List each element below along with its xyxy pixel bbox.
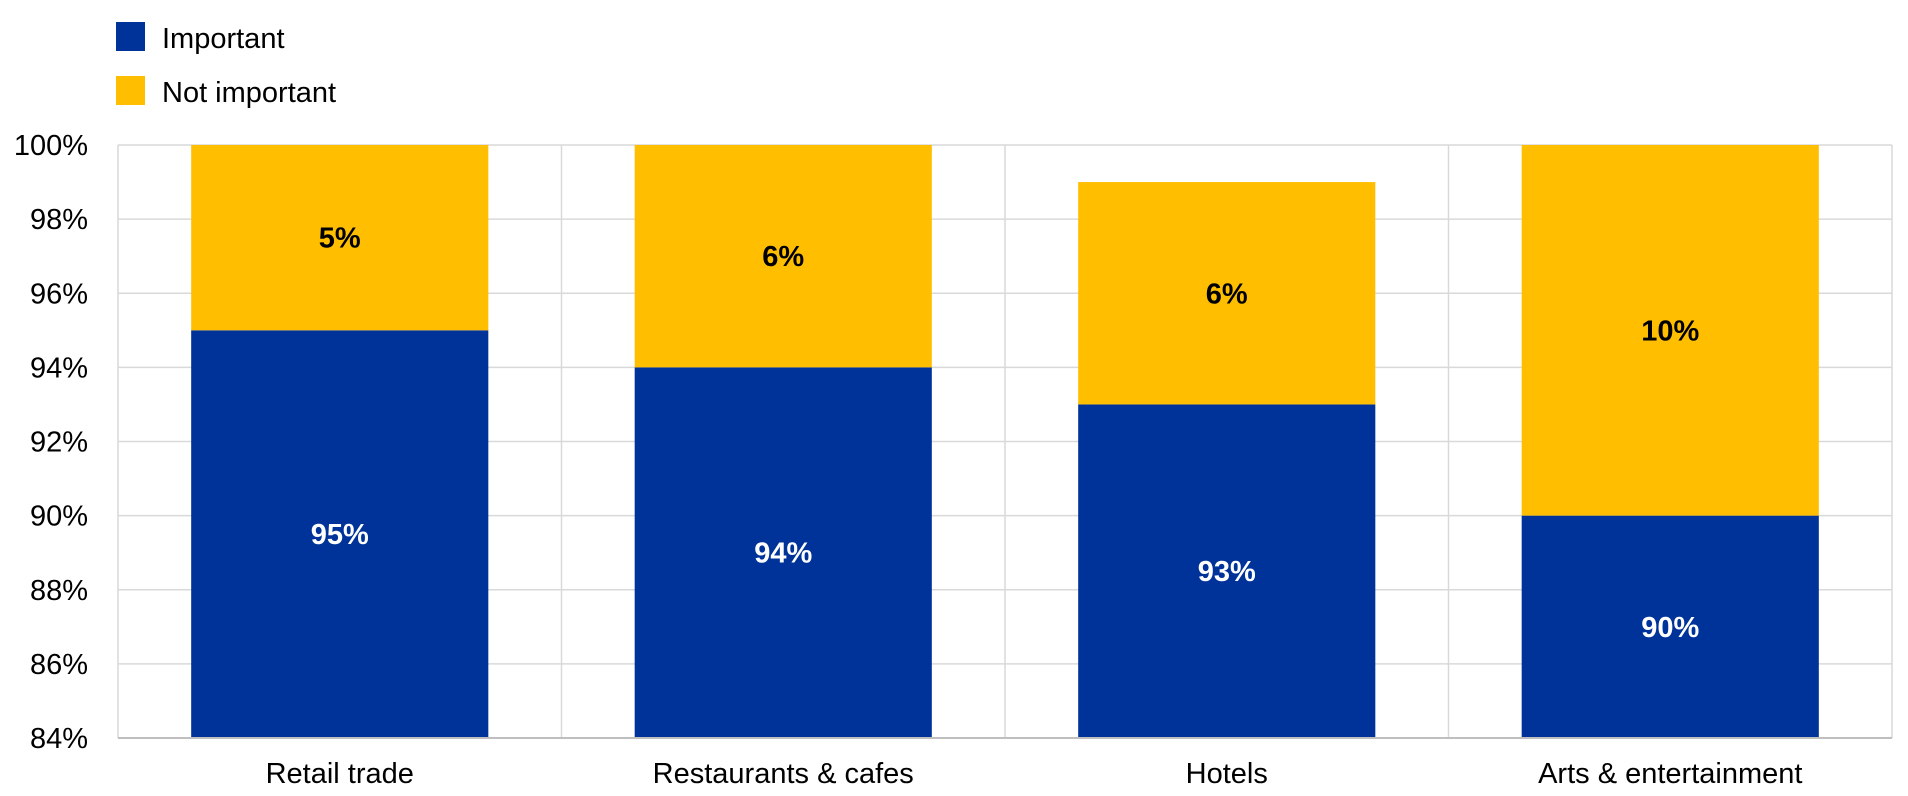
data-label: 93% [1198, 556, 1256, 588]
data-label: 10% [1641, 315, 1699, 347]
bar-segment-important [1078, 404, 1376, 738]
x-tick-label: Arts & entertainment [1538, 758, 1802, 790]
bar-segment-important [1521, 515, 1819, 738]
bar-segment-not-important [1521, 145, 1819, 516]
bar-segment-not-important [1078, 182, 1376, 405]
y-tick-label: 90% [30, 501, 88, 533]
y-tick-label: 96% [30, 278, 88, 310]
bar-segment-not-important [191, 145, 489, 331]
data-label: 95% [311, 519, 369, 551]
y-tick-label: 92% [30, 427, 88, 459]
y-tick-label: 94% [30, 352, 88, 384]
axes: 84% 86% 88% 90% 92% 94% 96% 98% 100% Retail trade… [14, 130, 1892, 790]
x-tick-label: Hotels [1186, 758, 1268, 790]
legend-swatch [116, 22, 145, 51]
data-labels: 95% 5% 94% 6% 93% 6% 90% 10% [311, 223, 1700, 644]
bar-segment-not-important [634, 145, 932, 368]
y-tick-label: 86% [30, 649, 88, 681]
data-label: 5% [319, 223, 361, 255]
x-tick-label: Restaurants & cafes [653, 758, 914, 790]
y-tick-label: 98% [30, 204, 88, 236]
data-label: 94% [754, 538, 812, 570]
legend-label: Not important [162, 77, 336, 109]
bar-segment-important [634, 367, 932, 738]
data-label: 90% [1641, 612, 1699, 644]
y-tick-label: 88% [30, 575, 88, 607]
legend: Important Not important [116, 22, 336, 109]
data-label: 6% [1206, 278, 1248, 310]
legend-label: Important [162, 23, 285, 55]
bars [191, 145, 1819, 738]
y-tick-label: 84% [30, 723, 88, 755]
y-tick-label: 100% [14, 130, 88, 162]
data-label: 6% [762, 241, 804, 273]
x-tick-label: Retail trade [266, 758, 414, 790]
bar-segment-important [191, 330, 489, 738]
legend-swatch [116, 76, 145, 105]
